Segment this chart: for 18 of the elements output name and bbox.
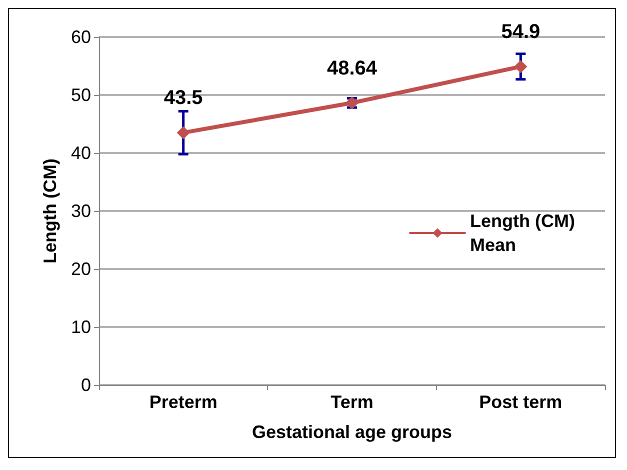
y-tick-label: 10 [70, 317, 91, 337]
x-tick-label: Post term [479, 392, 562, 412]
y-tick-label: 60 [70, 27, 91, 47]
y-tick-label: 40 [70, 143, 91, 163]
y-tick-label: 20 [70, 259, 91, 279]
y-axis-title: Length (CM) [40, 158, 60, 264]
legend-label: Length (CM) Mean [470, 211, 580, 255]
y-tick-label: 30 [70, 201, 91, 221]
x-axis-title: Gestational age groups [252, 422, 452, 442]
y-tick-label: 50 [70, 85, 91, 105]
data-label: 43.5 [164, 87, 203, 110]
x-tick-label: Preterm [149, 392, 218, 412]
x-tick-label: Term [330, 392, 374, 412]
data-label: 48.64 [326, 57, 378, 80]
data-label: 54.9 [501, 21, 540, 44]
y-tick-label: 0 [80, 375, 91, 395]
point [514, 60, 528, 74]
point [176, 126, 190, 140]
